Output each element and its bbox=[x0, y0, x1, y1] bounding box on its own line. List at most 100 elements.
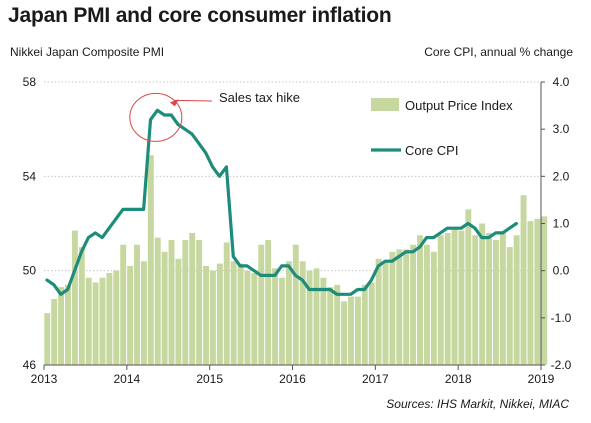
right-tick-label: 3.0 bbox=[553, 122, 570, 136]
source-note: Sources: IHS Markit, Nikkei, MIAC bbox=[386, 397, 569, 411]
left-tick-label: 50 bbox=[23, 264, 37, 278]
bar bbox=[230, 261, 237, 365]
bar bbox=[437, 235, 444, 365]
bar bbox=[299, 261, 306, 365]
legend-label-core-cpi: Core CPI bbox=[405, 143, 458, 158]
legend: Output Price Index Core CPI bbox=[371, 98, 513, 158]
bar bbox=[154, 237, 161, 365]
bar bbox=[120, 244, 127, 365]
bar bbox=[147, 155, 154, 365]
bar-series bbox=[44, 155, 548, 365]
bar bbox=[223, 242, 230, 365]
bar bbox=[127, 265, 134, 365]
bar bbox=[472, 235, 479, 365]
annotation-arrowhead bbox=[169, 99, 179, 107]
bar bbox=[341, 301, 348, 365]
bar bbox=[237, 263, 244, 365]
bar bbox=[541, 216, 548, 365]
x-tick-label: 2018 bbox=[445, 372, 472, 386]
bar bbox=[520, 195, 527, 365]
right-tick-label: -2.0 bbox=[551, 358, 572, 372]
x-tick-label: 2019 bbox=[528, 372, 555, 386]
bar bbox=[189, 232, 196, 365]
left-tick-label: 58 bbox=[23, 75, 37, 89]
chart-title: Japan PMI and core consumer inflation bbox=[8, 4, 392, 27]
bar bbox=[182, 240, 189, 365]
bar bbox=[313, 268, 320, 365]
bar bbox=[499, 232, 506, 365]
x-tick-label: 2015 bbox=[196, 372, 223, 386]
annotation-label: Sales tax hike bbox=[219, 90, 300, 105]
bar bbox=[244, 270, 251, 365]
bar bbox=[175, 258, 182, 365]
bar bbox=[382, 261, 389, 365]
bar bbox=[417, 235, 423, 365]
bar bbox=[113, 270, 120, 365]
bar bbox=[134, 244, 140, 365]
right-tick-label: 0.0 bbox=[553, 264, 570, 278]
bar bbox=[258, 244, 265, 365]
x-tick-labels: 2013 2014 2015 2016 2017 2018 2019 bbox=[31, 365, 555, 386]
bar bbox=[265, 240, 272, 365]
bar bbox=[320, 277, 327, 365]
bar bbox=[506, 247, 513, 365]
bar bbox=[513, 235, 520, 365]
left-tick-labels: 46 50 54 58 bbox=[23, 75, 37, 372]
bar bbox=[216, 263, 223, 365]
bar bbox=[272, 268, 279, 365]
bar bbox=[140, 261, 147, 365]
legend-swatch-output-price bbox=[371, 98, 399, 111]
bar bbox=[430, 251, 437, 365]
bar bbox=[389, 251, 396, 365]
bar bbox=[71, 230, 78, 365]
bar bbox=[251, 273, 258, 365]
bar bbox=[203, 265, 210, 365]
right-tick-label: 2.0 bbox=[553, 169, 570, 183]
x-tick-label: 2017 bbox=[362, 372, 389, 386]
bar bbox=[327, 287, 334, 365]
bar bbox=[106, 273, 113, 365]
bar bbox=[354, 296, 361, 365]
bar bbox=[348, 296, 354, 365]
right-axis-caption: Core CPI, annual % change bbox=[424, 45, 573, 59]
right-tick-label: 1.0 bbox=[553, 217, 570, 231]
bar bbox=[285, 261, 292, 365]
x-tick-label: 2013 bbox=[31, 372, 58, 386]
bar bbox=[410, 244, 417, 365]
bar bbox=[168, 240, 175, 365]
bar bbox=[492, 240, 499, 365]
bar bbox=[361, 284, 368, 365]
right-tick-labels: -2.0 -1.0 0.0 1.0 2.0 3.0 4.0 bbox=[541, 75, 572, 372]
left-axis-caption: Nikkei Japan Composite PMI bbox=[10, 45, 165, 59]
x-tick-label: 2014 bbox=[113, 372, 140, 386]
bar bbox=[396, 249, 403, 365]
bar bbox=[85, 277, 92, 365]
bar bbox=[527, 221, 534, 365]
bar bbox=[65, 284, 71, 365]
bar bbox=[368, 282, 375, 365]
bar bbox=[451, 228, 458, 365]
bar bbox=[306, 270, 313, 365]
bar bbox=[334, 284, 341, 365]
annotation-circle bbox=[129, 92, 183, 142]
bar bbox=[292, 244, 299, 365]
bar bbox=[58, 287, 65, 365]
bar bbox=[444, 232, 451, 365]
bar bbox=[486, 232, 493, 365]
bar bbox=[51, 298, 58, 365]
bar bbox=[278, 277, 285, 365]
annotation-arrow-line bbox=[173, 99, 213, 102]
bar bbox=[209, 270, 216, 365]
bar bbox=[423, 244, 430, 365]
core-cpi-line bbox=[45, 108, 519, 296]
bar bbox=[78, 247, 85, 365]
bar bbox=[403, 249, 410, 365]
bar bbox=[458, 230, 465, 365]
bar bbox=[92, 282, 99, 365]
x-tick-label: 2016 bbox=[279, 372, 306, 386]
left-tick-label: 46 bbox=[23, 358, 37, 372]
legend-label-output-price: Output Price Index bbox=[405, 98, 513, 113]
annotation: Sales tax hike bbox=[129, 90, 300, 142]
right-tick-label: -1.0 bbox=[551, 311, 572, 325]
